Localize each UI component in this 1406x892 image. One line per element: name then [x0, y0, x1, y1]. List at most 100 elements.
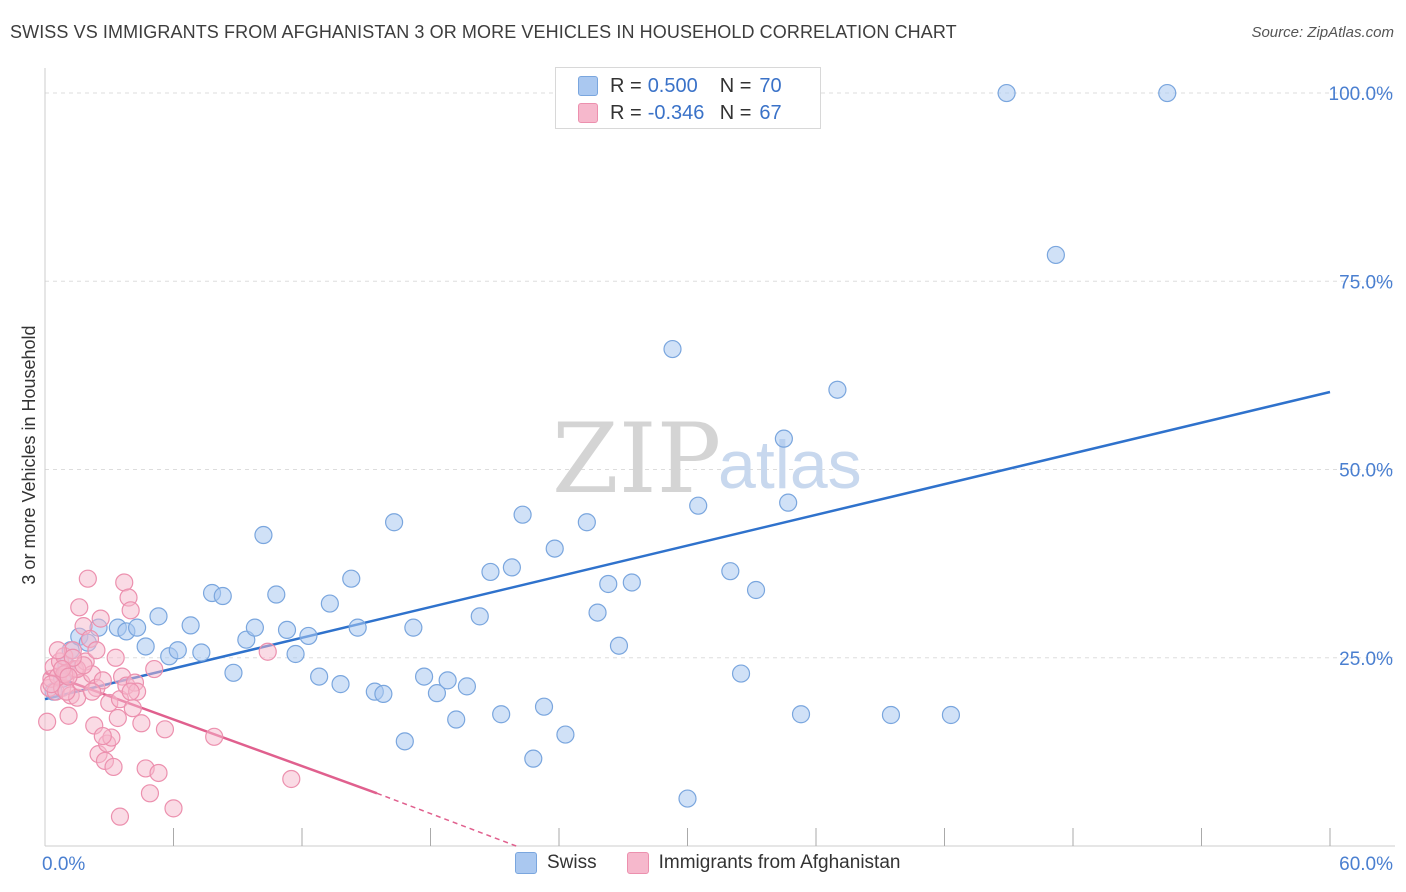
point-swiss — [136, 637, 155, 656]
point-swiss — [427, 684, 447, 703]
point-afghan — [258, 642, 277, 661]
point-afghan — [140, 784, 160, 803]
gridlines — [45, 92, 1395, 659]
legend-swatch-swiss — [515, 852, 537, 874]
point-swiss — [689, 496, 708, 515]
point-afghan — [70, 598, 89, 617]
legend-n-label: N = — [719, 74, 752, 97]
point-swiss — [414, 667, 434, 686]
point-afghan — [108, 708, 127, 728]
point-swiss — [721, 562, 740, 581]
y-tick-label-75: 75.0% — [1339, 272, 1393, 293]
point-swiss — [828, 380, 847, 399]
x-tick-label-60: 60.0% — [1339, 854, 1393, 875]
point-swiss — [779, 493, 798, 512]
point-swiss — [881, 705, 901, 725]
point-afghan — [63, 648, 82, 667]
point-swiss — [457, 677, 477, 696]
point-swiss — [395, 732, 414, 751]
watermark-zip: ZIP — [552, 403, 721, 515]
point-swiss — [310, 667, 329, 686]
legend-r-value-swiss: 0.500 — [647, 74, 698, 97]
legend-swatch-afghan — [578, 103, 598, 123]
trend-line-afghan-extension — [376, 792, 517, 847]
legend-label-afghan: Immigrants from Afghanistan — [658, 852, 901, 873]
point-afghan — [106, 648, 125, 667]
point-swiss — [577, 513, 596, 532]
point-swiss — [438, 671, 457, 690]
point-swiss — [384, 513, 404, 532]
tick-labels: 25.0% 50.0% 75.0% 100.0% 0.0% 60.0% — [42, 84, 1393, 875]
legend-n-value-afghan: 67 — [759, 101, 782, 124]
point-swiss — [1046, 245, 1065, 265]
y-tick-label-100: 100.0% — [1329, 84, 1394, 105]
point-swiss — [127, 618, 147, 637]
legend-item-swiss[interactable]: Swiss — [515, 852, 597, 874]
point-afghan — [132, 714, 151, 733]
legend-swatch-afghan — [626, 852, 649, 874]
point-afghan — [115, 573, 134, 592]
series-swiss-points — [44, 83, 1177, 808]
point-afghan — [145, 659, 164, 679]
point-swiss — [286, 644, 305, 664]
point-swiss — [997, 83, 1016, 103]
point-afghan — [110, 807, 130, 826]
y-tick-label-25: 25.0% — [1339, 649, 1393, 670]
series-afghan-points — [38, 569, 301, 826]
point-swiss — [277, 620, 297, 640]
point-swiss — [663, 339, 682, 359]
point-afghan — [57, 682, 76, 701]
point-swiss — [481, 562, 500, 582]
point-afghan — [91, 609, 110, 628]
legend-n-label: N = — [719, 101, 752, 124]
point-afghan — [59, 706, 78, 725]
point-afghan — [149, 763, 168, 783]
point-swiss — [492, 705, 511, 724]
point-swiss — [470, 607, 489, 626]
point-afghan — [205, 727, 224, 746]
point-afghan — [83, 682, 102, 701]
point-afghan — [87, 641, 106, 660]
point-swiss — [599, 574, 618, 594]
point-swiss — [331, 675, 350, 694]
legend-item-afghan[interactable]: Immigrants from Afghanistan — [626, 852, 901, 874]
point-swiss — [348, 618, 367, 637]
point-swiss — [404, 618, 423, 637]
point-swiss — [224, 663, 243, 682]
legend-r-value-afghan: -0.346 — [647, 101, 705, 124]
point-afghan — [42, 675, 61, 694]
point-swiss — [609, 636, 629, 655]
point-swiss — [374, 684, 393, 704]
point-swiss — [731, 664, 751, 683]
point-afghan — [93, 671, 112, 690]
chart-title: SWISS VS IMMIGRANTS FROM AFGHANISTAN 3 O… — [10, 22, 957, 42]
point-swiss — [149, 607, 168, 626]
trend-line-swiss — [44, 390, 1331, 701]
point-afghan — [104, 757, 123, 777]
legend-swatch-swiss — [578, 76, 598, 96]
point-swiss — [181, 616, 200, 635]
y-axis-label: 3 or more Vehicles in Household — [19, 325, 39, 584]
point-swiss — [941, 705, 961, 725]
point-swiss — [534, 697, 554, 716]
point-afghan — [48, 641, 67, 660]
point-afghan — [164, 799, 183, 818]
point-swiss — [1158, 83, 1177, 103]
point-afghan — [123, 699, 142, 718]
source-credit: Source: ZipAtlas.com — [1251, 24, 1394, 41]
point-swiss — [342, 569, 361, 588]
legend-row-afghan: R = -0.346 N = 67 — [578, 100, 782, 126]
point-swiss — [168, 641, 187, 660]
point-swiss — [791, 705, 811, 724]
legend-r-label: R = — [610, 101, 642, 124]
point-swiss — [513, 505, 532, 524]
point-afghan — [155, 720, 175, 739]
legend-r-label: R = — [610, 74, 642, 97]
point-swiss — [502, 558, 521, 577]
point-swiss — [774, 429, 793, 448]
point-afghan — [121, 601, 140, 620]
point-swiss — [267, 585, 286, 604]
point-swiss — [746, 580, 766, 600]
point-afghan — [282, 769, 301, 789]
